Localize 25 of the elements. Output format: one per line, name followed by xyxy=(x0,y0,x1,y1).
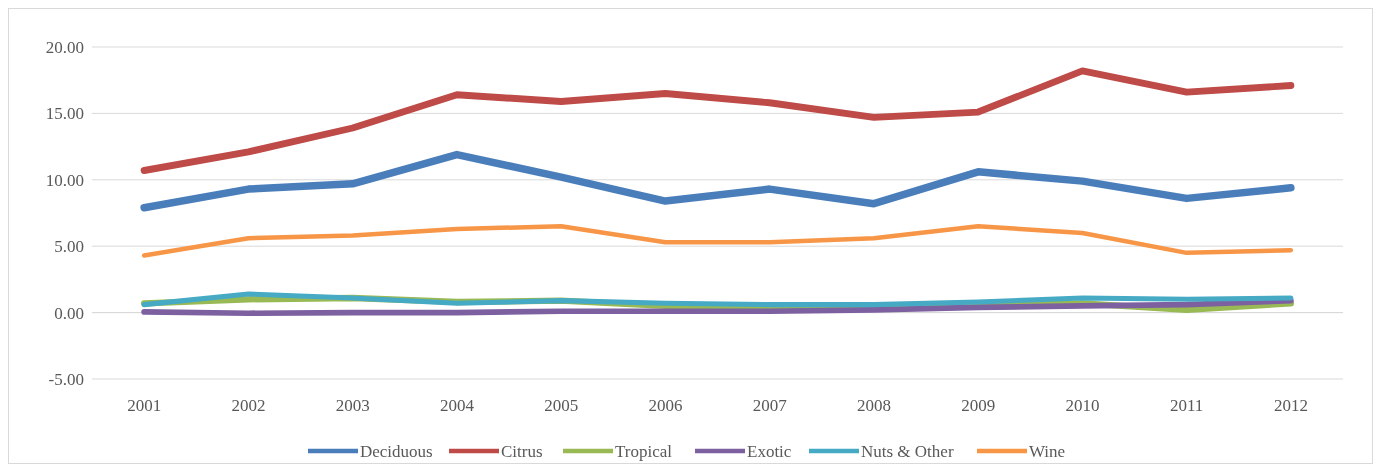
line-series xyxy=(141,224,1294,258)
x-tick-label: 2010 xyxy=(1065,395,1100,415)
x-tick-label: 2001 xyxy=(127,395,162,415)
legend-label: Deciduous xyxy=(360,441,433,461)
legend-label: Tropical xyxy=(615,441,673,461)
x-tick-label: 2002 xyxy=(231,395,266,415)
x-tick-label: 2008 xyxy=(856,395,891,415)
y-tick-label: 10.00 xyxy=(45,170,84,190)
legend-label: Nuts & Other xyxy=(861,441,954,461)
x-tick-label: 2011 xyxy=(1169,395,1204,415)
y-tick-label: 5.00 xyxy=(54,237,84,257)
x-tick-label: 2007 xyxy=(752,395,788,415)
y-tick-label: 0.00 xyxy=(54,303,84,323)
y-tick-label: -5.00 xyxy=(48,369,84,389)
y-tick-label: 20.00 xyxy=(45,37,84,57)
y-tick-label: 15.00 xyxy=(45,104,84,124)
legend-label: Citrus xyxy=(501,441,543,461)
x-tick-label: 2005 xyxy=(544,395,579,415)
x-tick-label: 2003 xyxy=(335,395,370,415)
x-tick-label: 2009 xyxy=(961,395,996,415)
legend-label: Wine xyxy=(1029,441,1066,461)
x-tick-label: 2012 xyxy=(1273,395,1308,415)
x-tick-label: 2004 xyxy=(439,395,475,415)
legend-label: Exotic xyxy=(747,441,792,461)
x-tick-label: 2006 xyxy=(648,395,683,415)
